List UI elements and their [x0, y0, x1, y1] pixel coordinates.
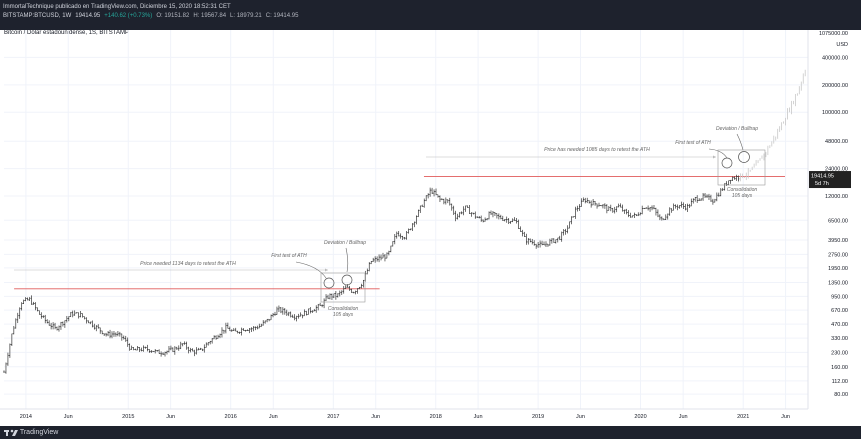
- time-tick-label: 2019: [532, 414, 544, 420]
- price-tick-label: 3950.00: [828, 238, 848, 244]
- price-tick-label: 1075000.00: [819, 31, 848, 37]
- first-test-circle-2017: [323, 277, 335, 289]
- price-tick-label: 230.00: [831, 350, 848, 356]
- price-tick-label: 330.00: [831, 336, 848, 342]
- first-test-label-2020: First test of ATH: [675, 140, 711, 146]
- consolidation-days-2017: 105 days: [333, 312, 354, 318]
- ohlc-high: H: 19567.84: [193, 13, 227, 19]
- last-price: 19414.95: [75, 13, 101, 19]
- bulltrap-circle-2017: [341, 274, 353, 286]
- time-tick-label: 2015: [122, 414, 134, 420]
- time-tick-label: 2018: [430, 414, 442, 420]
- publish-header: ImmortalTechnique publicado en TradingVi…: [0, 0, 861, 30]
- bulltrap-label-2017: Deviation / Bulltrap: [324, 240, 366, 246]
- ath-retest-note-2017: Price needed 1134 days to retest the ATH: [140, 261, 236, 267]
- price-tick-label: 80.00: [834, 392, 848, 398]
- consolidation-box-2020: [717, 149, 766, 186]
- symbol-line: BITSTAMP:BTCUSD, 1W 19414.95 +140.62 (+0.7…: [3, 12, 302, 21]
- price-tick-label: 200000.00: [822, 83, 848, 89]
- ath-lines: [14, 176, 785, 290]
- bulltrap-circle-2020: [738, 151, 750, 163]
- annotations: Price needed 1134 days to retest the ATH…: [14, 126, 766, 318]
- time-tick-label: 2016: [225, 414, 237, 420]
- price-tick-label: 2750.00: [828, 252, 848, 258]
- tradingview-logo-icon: [4, 429, 18, 436]
- consolidation-box-2017: [320, 272, 366, 303]
- price-tick-label: 6500.00: [828, 218, 848, 224]
- candle-series: [3, 174, 740, 374]
- consolidation-days-2020: 105 days: [732, 193, 753, 199]
- bulltrap-arrow-2020: [736, 133, 744, 151]
- ohlc-low: L: 18979.21: [230, 13, 262, 19]
- symbol-name[interactable]: BITSTAMP:BTCUSD, 1W: [3, 13, 72, 19]
- first-test-circle-2020: [721, 157, 733, 169]
- price-tick-label: 24000.00: [825, 167, 848, 173]
- bar-countdown: 5d 7h: [815, 181, 829, 187]
- price-tick-label: USD: [836, 42, 848, 48]
- time-tick-label: Jun: [576, 414, 585, 420]
- first-test-arrow-2020: [708, 148, 728, 159]
- last-price-tag-box: [809, 171, 851, 189]
- ohlc-close: C: 19414.95: [265, 13, 299, 19]
- consolidation-label-2020: Consolidation: [727, 187, 758, 193]
- time-tick-label: 2020: [634, 414, 646, 420]
- tradingview-label: TradingView: [19, 429, 59, 436]
- time-tick-label: Jun: [269, 414, 278, 420]
- arrow-head: [713, 155, 716, 159]
- last-price-value: 19414.95: [811, 174, 834, 180]
- bulltrap-arrow-2017: [345, 247, 349, 273]
- time-tick-label: Jun: [474, 414, 483, 420]
- price-tick-label: 1350.00: [828, 280, 848, 286]
- time-tick-label: Jun: [64, 414, 73, 420]
- time-tick-label: 2021: [737, 414, 749, 420]
- price-tick-label: 470.00: [831, 322, 848, 328]
- projection-series: [738, 69, 806, 183]
- time-tick-label: Jun: [781, 414, 790, 420]
- time-tick-label: Jun: [679, 414, 688, 420]
- price-axis[interactable]: 1075000.00 USD 400000.00 200000.00 100000.00…: [819, 31, 848, 398]
- price-tick-label: 160.00: [831, 365, 848, 371]
- tradingview-brand[interactable]: TradingView: [4, 426, 58, 439]
- first-test-arrow-2017: [295, 261, 327, 279]
- consolidation-label-2017: Consolidation: [328, 306, 359, 312]
- bulltrap-label-2020: Deviation / Bulltrap: [716, 126, 758, 132]
- price-tick-label: 48000.00: [825, 139, 848, 145]
- time-tick-label: Jun: [371, 414, 380, 420]
- ath-retest-note-2020: Price has needed 1085 days to retest the…: [544, 147, 650, 153]
- price-tick-label: 400000.00: [822, 55, 848, 61]
- price-change: +140.62 (+0.73%): [104, 13, 153, 19]
- footer-bar: TradingView: [0, 426, 861, 439]
- last-price-tag: 19414.95 5d 7h: [809, 171, 851, 189]
- publish-byline: ImmortalTechnique publicado en TradingVi…: [3, 4, 231, 10]
- time-tick-label: Jun: [166, 414, 175, 420]
- price-tick-label: 1950.00: [828, 266, 848, 272]
- time-tick-label: 2017: [327, 414, 339, 420]
- price-tick-label: 950.00: [831, 294, 848, 300]
- chart-title: Bitcoin / Dólar estadounidense, 1S, BITS…: [4, 30, 129, 36]
- price-tick-label: 112.00: [832, 379, 848, 385]
- price-tick-label: 670.00: [831, 308, 848, 314]
- first-test-label-2017: First test of ATH: [271, 253, 307, 259]
- price-tick-label: 100000.00: [822, 110, 848, 116]
- time-axis[interactable]: 2014 Jun 2015 Jun 2016 Jun 2017 Jun 2018 Jun 2019 J…: [20, 414, 790, 420]
- time-tick-label: 2014: [20, 414, 32, 420]
- price-tick-label: 12000.00: [825, 194, 848, 200]
- arrow-head: [325, 268, 328, 272]
- ohlc-open: O: 19151.82: [156, 13, 190, 19]
